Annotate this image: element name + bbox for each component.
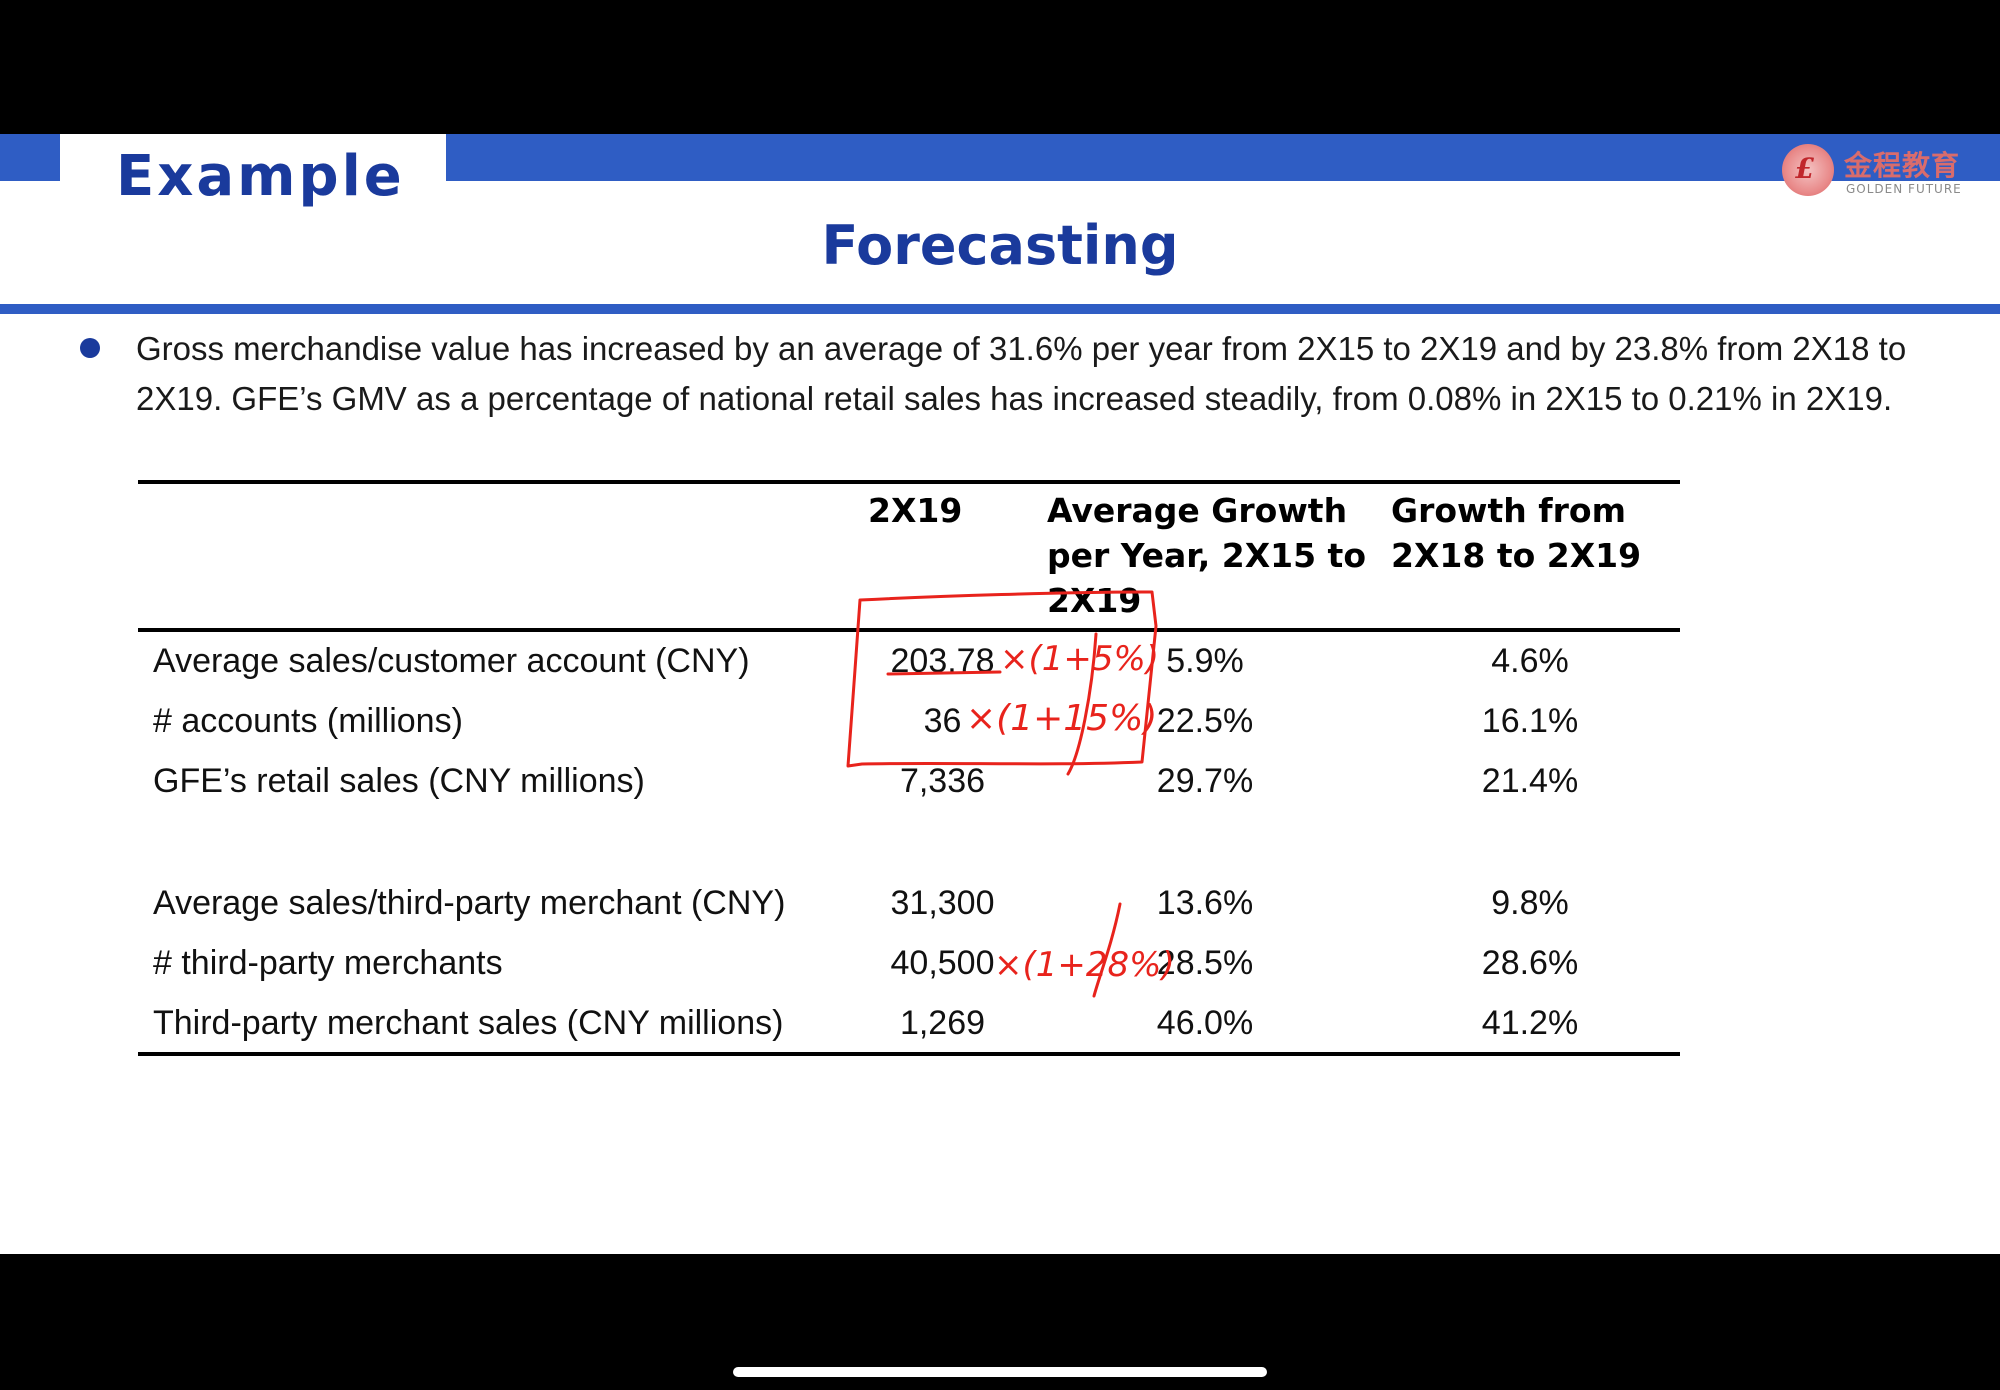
header-2x19: 2X19 — [868, 491, 963, 530]
row-label: # third-party merchants — [153, 944, 503, 982]
row-2x19-value: 36 — [923, 702, 962, 740]
title-divider — [0, 304, 2000, 314]
home-indicator[interactable] — [733, 1367, 1267, 1377]
row-growth: 28.6% — [1481, 944, 1579, 982]
header-growth-2x18-2x19: Growth from 2X18 to 2X19 — [1391, 491, 1642, 575]
logo-seal-icon: £ — [1782, 144, 1834, 196]
row-label: Third-party merchant sales (CNY millions… — [153, 1004, 784, 1042]
logo-chinese-text: 金程教育 — [1844, 149, 1961, 182]
row-avg-growth: 13.6% — [1156, 884, 1254, 922]
row-avg-growth: 29.7% — [1156, 762, 1254, 800]
row-avg-growth: 22.5% — [1156, 702, 1254, 740]
row-2x19-value: 203.78 — [890, 642, 995, 680]
logo-english-text: GOLDEN FUTURE — [1846, 182, 1962, 196]
row-avg-growth: 28.5% — [1156, 944, 1254, 982]
table-top-rule — [138, 480, 1680, 484]
row-2x19-value: 1,269 — [899, 1004, 986, 1042]
strike-line — [1092, 902, 1122, 998]
row-label: Average sales/third-party merchant (CNY) — [153, 884, 786, 922]
logo: £ 金程教育 GOLDEN FUTURE — [1782, 140, 1982, 200]
slide-title: Forecasting — [821, 214, 1179, 277]
row-label: GFE’s retail sales (CNY millions) — [153, 762, 645, 800]
bullet-dot-icon — [80, 338, 100, 358]
row-avg-growth: 5.9% — [1166, 642, 1244, 680]
header-average-growth: Average Growth per Year, 2X15 to 2X19 — [1047, 491, 1366, 620]
row-growth: 16.1% — [1481, 702, 1579, 740]
strike-line — [1066, 632, 1098, 776]
row-growth: 9.8% — [1491, 884, 1569, 922]
slide: Example £ 金程教育 GOLDEN FUTURE Forecasting… — [0, 134, 2000, 1254]
header-band-right — [446, 134, 2000, 181]
bullet-paragraph: Gross merchandise value has increased by… — [136, 330, 1907, 417]
row-growth: 41.2% — [1481, 1004, 1579, 1042]
table-bottom-rule — [138, 1052, 1680, 1056]
annotation-row1: ×(1+5%) — [1000, 639, 1159, 679]
table-header-rule — [138, 628, 1680, 632]
row-2x19-value: 31,300 — [890, 884, 995, 922]
section-title: Example — [116, 144, 405, 209]
row-2x19-value: 40,500 — [890, 944, 995, 982]
row-label: # accounts (millions) — [153, 702, 463, 740]
row-label: Average sales/customer account (CNY) — [153, 642, 750, 680]
row-growth: 4.6% — [1491, 642, 1569, 680]
header-band-left — [0, 134, 60, 181]
row-avg-growth: 46.0% — [1156, 1004, 1254, 1042]
row-growth: 21.4% — [1481, 762, 1579, 800]
row-2x19-value: 7,336 — [899, 762, 986, 800]
handwritten-annotations: ×(1+5%) ×(1+15%) ×(1+28%) — [846, 590, 1175, 998]
